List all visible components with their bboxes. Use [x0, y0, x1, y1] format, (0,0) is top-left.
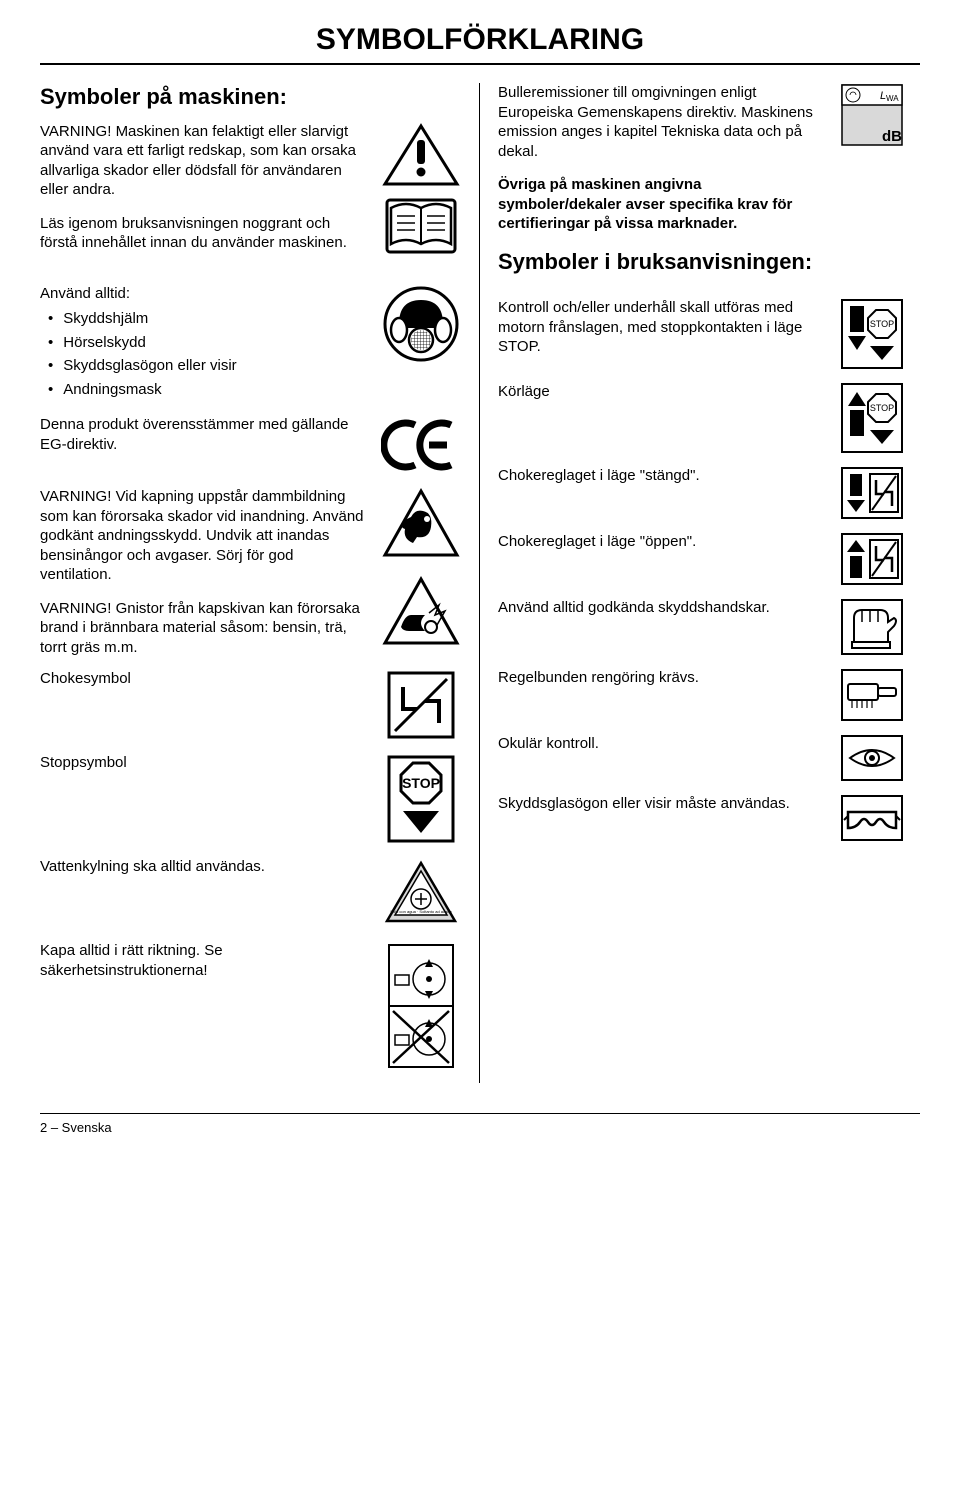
svg-text:Solo con agua · Soltanto ad ac: Solo con agua · Soltanto ad acqua: [390, 909, 452, 914]
svg-text:STOP: STOP: [402, 775, 440, 791]
water-cooling-label: Vattenkylning ska alltid användas.: [40, 857, 369, 877]
ec-text: Denna produkt överensstämmer med gälland…: [40, 415, 369, 454]
ppe-icon: [381, 284, 461, 364]
lwa-db-icon: L WA dB: [840, 83, 904, 147]
choke-open-text: Chokereglaget i läge "öppen".: [498, 532, 824, 552]
list-item: Andningsmask: [48, 380, 369, 400]
visual-text: Okulär kontroll.: [498, 734, 824, 754]
list-item: Skyddshjälm: [48, 309, 369, 329]
warning-triangle-icon: [381, 122, 461, 272]
water-triangle-icon: Solo con agua · Soltanto ad acqua: [381, 857, 461, 929]
choke-closed-text: Chokereglaget i läge "stängd".: [498, 466, 824, 486]
manual-icon: [387, 200, 455, 252]
ce-mark-icon: [381, 415, 461, 475]
cut-direction-icon: [385, 941, 457, 1071]
run-up-icon: STOP: [840, 382, 904, 454]
brush-icon: [840, 668, 904, 722]
spark-warning-text: VARNING! Gnistor från kapskivan kan föro…: [40, 599, 369, 658]
other-symbols-text: Övriga på maskinen angivna symboler/deka…: [498, 176, 792, 232]
list-item: Skyddsglasögon eller visir: [48, 356, 369, 376]
stop-down-icon: STOP: [840, 298, 904, 370]
list-item: Hörselskydd: [48, 333, 369, 353]
stop-control-text: Kontroll och/eller underhåll skall utför…: [498, 298, 824, 357]
page-title: SYMBOLFÖRKLARING: [40, 20, 920, 65]
svg-text:WA: WA: [886, 94, 899, 103]
goggles-icon: [840, 794, 904, 842]
right-heading: Symboler i bruksanvisningen:: [498, 248, 824, 277]
gloves-icon: [840, 598, 904, 656]
dust-spark-icons: [381, 487, 461, 657]
noise-text: Bulleremissioner till omgivningen enligt…: [498, 83, 824, 161]
gloves-text: Använd alltid godkända skyddshandskar.: [498, 598, 824, 618]
stop-label: Stoppsymbol: [40, 753, 369, 773]
goggles-text: Skyddsglasögon eller visir måste använda…: [498, 794, 824, 814]
stop-symbol-icon: STOP: [385, 753, 457, 845]
cleaning-text: Regelbunden rengöring krävs.: [498, 668, 824, 688]
always-use-heading: Använd alltid:: [40, 284, 369, 304]
eye-icon: [840, 734, 904, 782]
read-manual-text: Läs igenom bruksanvisningen noggrant och…: [40, 214, 369, 253]
right-column: Bulleremissioner till omgivningen enligt…: [480, 83, 920, 1083]
svg-text:STOP: STOP: [870, 319, 894, 329]
choke-label: Chokesymbol: [40, 669, 369, 689]
svg-text:STOP: STOP: [870, 403, 894, 413]
run-mode-text: Körläge: [498, 382, 824, 402]
direction-label: Kapa alltid i rätt riktning. Se säkerhet…: [40, 941, 369, 980]
dust-warning-text: VARNING! Vid kapning uppstår dammbildnin…: [40, 487, 369, 585]
left-column: Symboler på maskinen: VARNING! Maskinen …: [40, 83, 480, 1083]
warning-text: VARNING! Maskinen kan felaktigt eller sl…: [40, 122, 369, 200]
choke-open-icon: [840, 532, 904, 586]
left-heading: Symboler på maskinen:: [40, 83, 461, 112]
page-footer: 2 – Svenska: [40, 1113, 920, 1137]
choke-icon: [385, 669, 457, 741]
choke-closed-icon: [840, 466, 904, 520]
svg-text:dB: dB: [882, 128, 902, 145]
